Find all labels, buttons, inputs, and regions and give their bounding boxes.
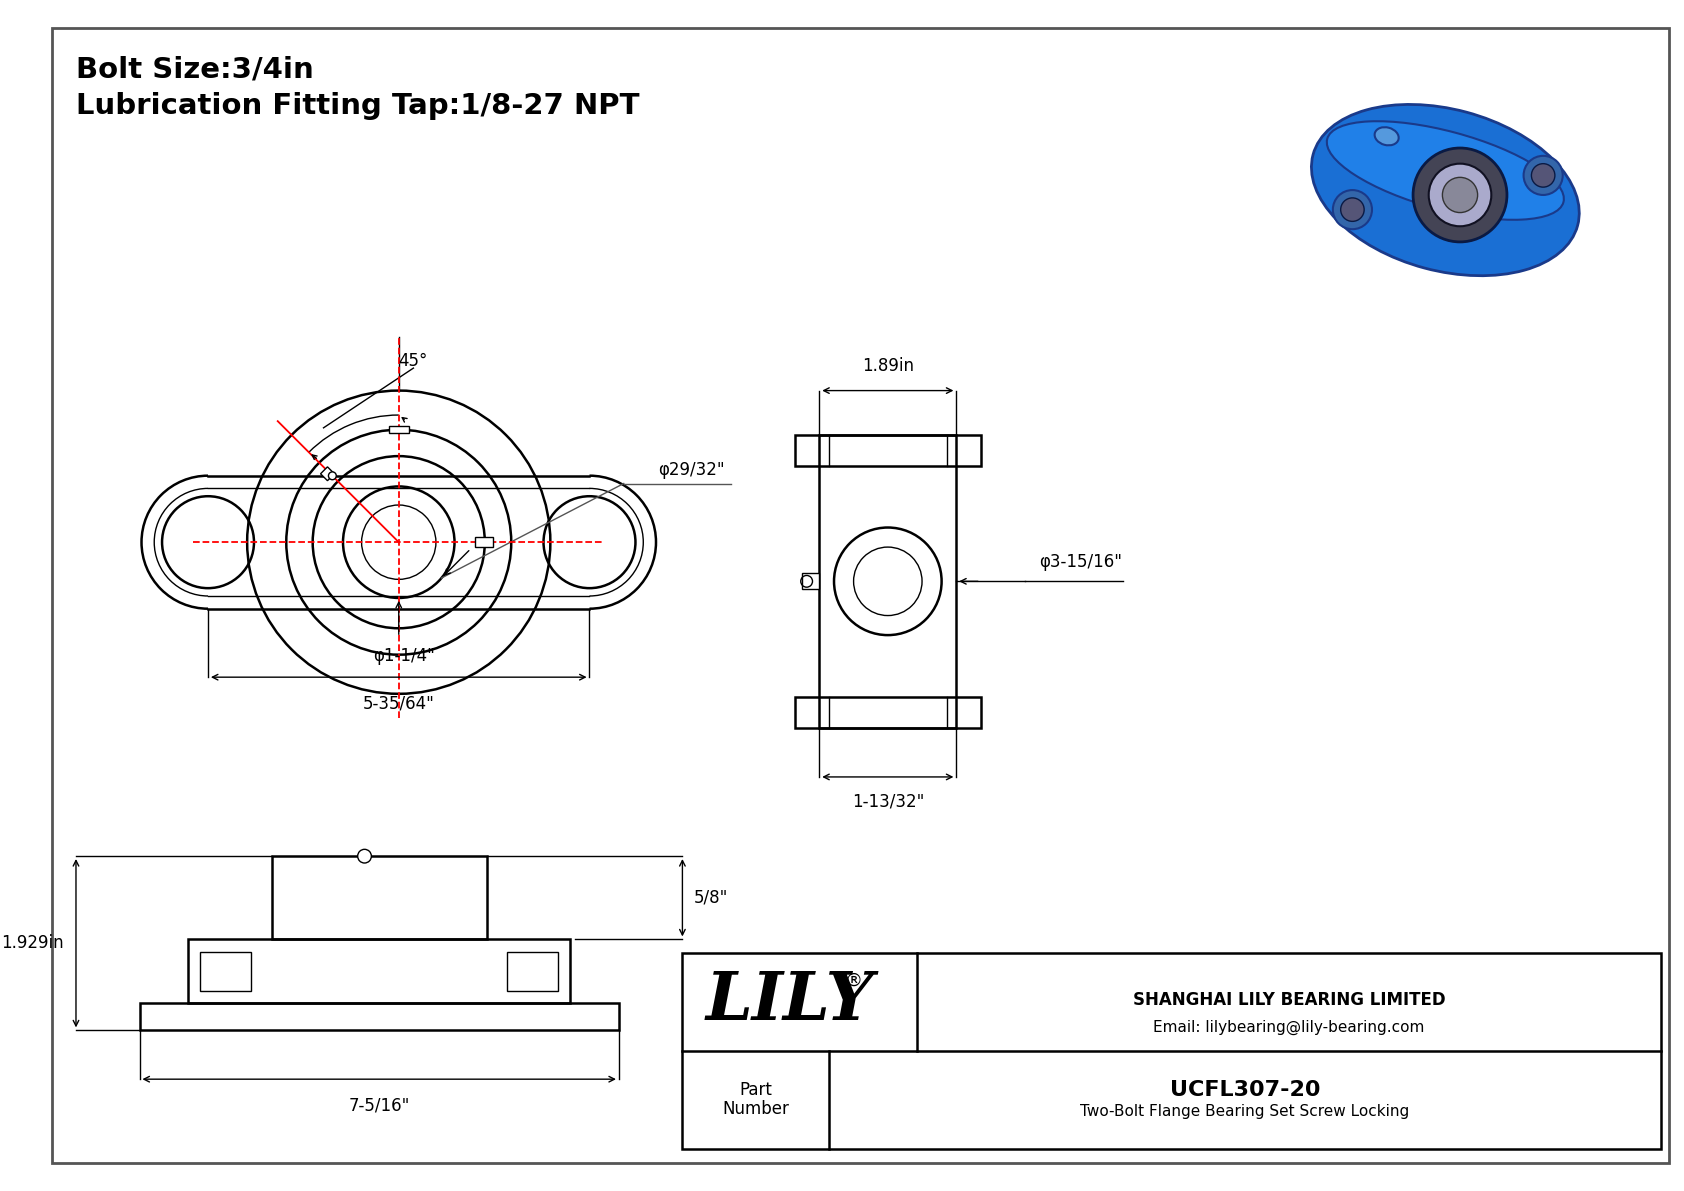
Bar <box>320 467 335 481</box>
Text: 5/8": 5/8" <box>694 888 729 906</box>
Circle shape <box>1428 163 1492 226</box>
Text: Two-Bolt Flange Bearing Set Screw Locking: Two-Bolt Flange Bearing Set Screw Lockin… <box>1079 1104 1410 1120</box>
Text: ®: ® <box>845 972 862 990</box>
Circle shape <box>328 472 337 480</box>
Text: Bolt Size:3/4in: Bolt Size:3/4in <box>76 55 313 83</box>
Bar <box>189 940 569 1003</box>
Text: SHANGHAI LILY BEARING LIMITED: SHANGHAI LILY BEARING LIMITED <box>1133 991 1445 1009</box>
Ellipse shape <box>1312 105 1580 275</box>
Text: 1.929in: 1.929in <box>2 934 64 953</box>
Bar <box>682 953 1660 1148</box>
Text: 1-13/32": 1-13/32" <box>852 792 925 811</box>
Circle shape <box>357 849 372 863</box>
Text: Number: Number <box>722 1100 790 1118</box>
Circle shape <box>1531 163 1554 187</box>
Text: Lubrication Fitting Tap:1/8-27 NPT: Lubrication Fitting Tap:1/8-27 NPT <box>76 92 640 120</box>
Bar <box>507 952 557 991</box>
Circle shape <box>1443 177 1477 212</box>
Circle shape <box>1413 148 1507 242</box>
Text: LILY: LILY <box>706 969 874 1035</box>
Bar <box>795 697 980 728</box>
Circle shape <box>1524 156 1563 195</box>
Ellipse shape <box>1327 121 1564 220</box>
Bar <box>200 952 251 991</box>
Text: UCFL307-20: UCFL307-20 <box>1170 1080 1320 1100</box>
Text: φ3-15/16": φ3-15/16" <box>1039 553 1123 570</box>
Text: Part: Part <box>739 1081 773 1099</box>
Bar <box>820 435 957 728</box>
Bar <box>140 1003 618 1030</box>
Text: 5-35/64": 5-35/64" <box>362 694 434 712</box>
Bar <box>271 856 487 940</box>
Bar <box>389 426 409 432</box>
Text: Email: lilybearing@lily-bearing.com: Email: lilybearing@lily-bearing.com <box>1154 1019 1425 1035</box>
Text: 1.89in: 1.89in <box>862 357 914 375</box>
Bar <box>795 435 980 466</box>
Bar <box>802 574 820 590</box>
Text: 7-5/16": 7-5/16" <box>349 1097 409 1115</box>
Circle shape <box>1332 191 1372 229</box>
Ellipse shape <box>1374 127 1399 145</box>
Text: φ29/32": φ29/32" <box>658 461 724 479</box>
Circle shape <box>1340 198 1364 222</box>
Text: φ1-1/4": φ1-1/4" <box>372 647 434 665</box>
Text: 45°: 45° <box>399 353 428 370</box>
Bar <box>475 537 493 547</box>
